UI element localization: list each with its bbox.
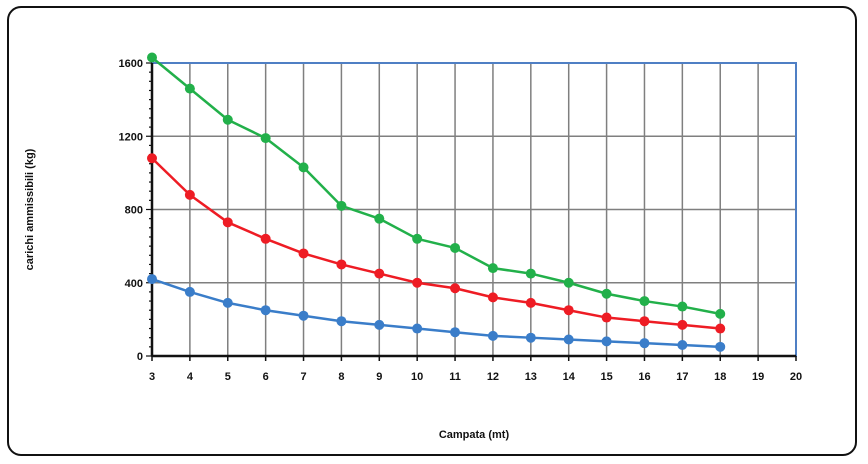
data-point (450, 327, 461, 338)
data-point (260, 133, 271, 144)
x-tick-label: 4 (187, 371, 194, 383)
data-point (450, 283, 461, 294)
x-tick-label: 13 (525, 371, 537, 383)
series-line (151, 277, 721, 349)
x-tick-label: 18 (714, 371, 726, 383)
x-tick-label: 14 (563, 371, 576, 383)
data-point (298, 310, 309, 321)
data-point (677, 319, 688, 330)
data-point (677, 301, 688, 312)
axes (146, 62, 797, 361)
y-tick-label: 800 (125, 205, 143, 217)
x-tick-label: 3 (149, 371, 155, 383)
data-point (601, 288, 612, 299)
data-point (412, 233, 423, 244)
data-point (639, 316, 650, 327)
y-tick-label: 400 (125, 278, 143, 290)
series-line (151, 56, 721, 316)
data-point (260, 233, 271, 244)
x-tick-label: 20 (790, 371, 802, 383)
data-point (563, 277, 574, 288)
data-point (715, 308, 726, 319)
data-point (260, 305, 271, 316)
x-tick-label: 15 (600, 371, 612, 383)
x-tick-label: 6 (263, 371, 269, 383)
data-point (412, 277, 423, 288)
x-tick-label: 19 (752, 371, 764, 383)
data-point (222, 217, 233, 228)
data-point (487, 330, 498, 341)
x-tick-label: 5 (225, 371, 231, 383)
x-axis-title: Campata (mt) (439, 429, 510, 441)
data-point (412, 323, 423, 334)
data-point (147, 153, 157, 164)
y-tick-label: 1200 (119, 131, 143, 143)
x-tick-labels: 3 4 5 6 7 8 9 10 11 12 13 14 15 16 17 18 19 20 (149, 371, 802, 383)
x-tick-label: 9 (376, 371, 382, 383)
data-point (450, 242, 461, 253)
x-tick-label: 10 (411, 371, 423, 383)
x-tick-label: 8 (338, 371, 344, 383)
x-tick-label: 12 (487, 371, 499, 383)
data-point (601, 336, 612, 347)
data-point (639, 338, 650, 349)
data-point (336, 200, 347, 211)
series-line (151, 157, 721, 330)
data-point (715, 341, 726, 352)
data-point (374, 319, 385, 330)
series-2 (147, 153, 726, 334)
x-tick-label: 17 (676, 371, 688, 383)
series-layer (147, 52, 726, 352)
x-tick-label: 11 (449, 371, 461, 383)
series-3 (147, 274, 726, 352)
data-point (222, 114, 233, 125)
data-point (298, 248, 309, 259)
y-tick-labels: 0 400 800 1200 1600 (119, 58, 143, 363)
chart-frame (7, 6, 857, 456)
data-point (487, 292, 498, 303)
grid (152, 63, 796, 356)
y-tick-label: 0 (137, 351, 143, 363)
data-point (601, 312, 612, 323)
data-point (525, 332, 536, 343)
data-point (525, 268, 536, 279)
y-tick-label: 1600 (119, 58, 143, 70)
data-point (487, 263, 498, 274)
x-tick-label: 7 (300, 371, 306, 383)
data-point (563, 305, 574, 316)
data-point (298, 162, 309, 173)
data-point (336, 259, 347, 270)
data-point (563, 334, 574, 345)
data-point (715, 323, 726, 334)
data-point (525, 297, 536, 308)
data-point (639, 296, 650, 307)
y-axis-title: carichi ammissibili (kg) (24, 148, 36, 270)
data-point (184, 83, 195, 94)
data-point (184, 189, 195, 200)
data-point (677, 340, 688, 351)
data-point (147, 52, 157, 63)
data-point (222, 297, 233, 308)
data-point (147, 274, 157, 285)
data-point (336, 316, 347, 327)
data-point (184, 286, 195, 297)
data-point (374, 268, 385, 279)
data-point (374, 213, 385, 224)
series-1 (147, 52, 726, 319)
x-tick-label: 16 (638, 371, 650, 383)
